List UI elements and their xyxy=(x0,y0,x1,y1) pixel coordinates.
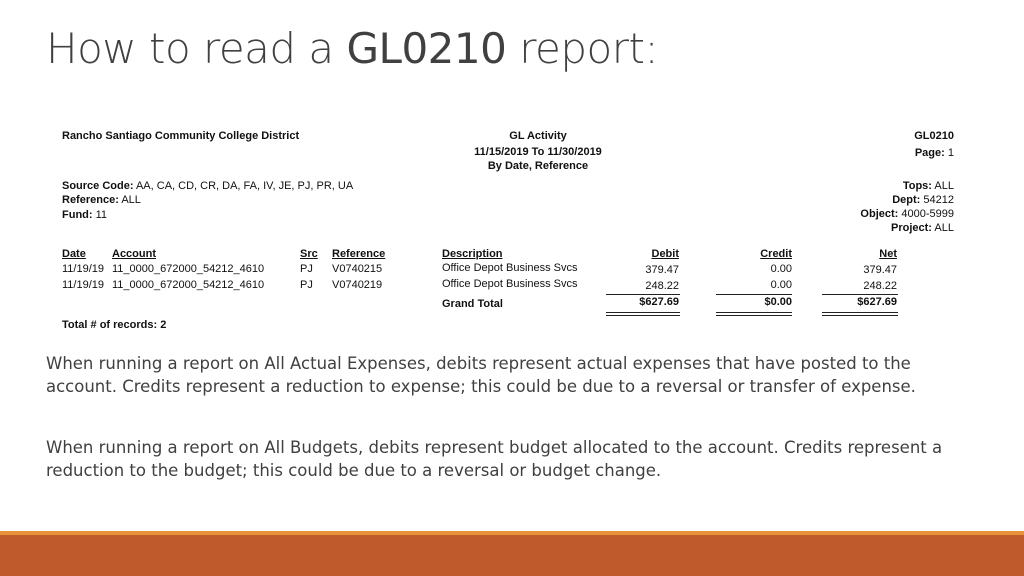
dept-label: Dept: xyxy=(892,194,921,206)
report-id: GL0210 xyxy=(914,130,954,142)
cell-src: PJ xyxy=(300,279,313,291)
cell-net: 248.22 xyxy=(863,280,897,292)
report-sort: By Date, Reference xyxy=(487,160,589,172)
col-header-debit: Debit xyxy=(651,248,680,260)
reference-label: Reference: xyxy=(62,194,119,206)
cell-date: 11/19/19 xyxy=(62,263,105,275)
title-suffix: report: xyxy=(506,24,659,73)
report-date-range: 11/15/2019 To 11/30/2019 xyxy=(474,146,602,158)
report-image: Rancho Santiago Community College Distri… xyxy=(62,130,954,331)
project-value: ALL xyxy=(934,222,954,234)
source-label: Source Code: xyxy=(62,180,134,192)
reference-value: ALL xyxy=(121,194,141,206)
cell-src: PJ xyxy=(300,263,313,275)
total-net: $627.69 xyxy=(857,296,897,308)
col-header-src: Src xyxy=(300,248,318,260)
cell-date: 11/19/19 xyxy=(62,279,105,291)
cell-account: 11_0000_672000_54212_4610 xyxy=(112,263,265,275)
paragraph-budgets: When running a report on All Budgets, de… xyxy=(46,438,943,480)
col-header-description: Description xyxy=(442,248,503,260)
footer-accent-line xyxy=(0,531,1024,535)
filter-project: Project: ALL xyxy=(804,222,954,235)
cell-description: Office Depot Business Svcs xyxy=(442,262,578,274)
filter-reference: Reference: ALL xyxy=(62,194,141,207)
total-credit: $0.00 xyxy=(764,296,792,308)
title-report-code: GL0210 xyxy=(346,24,507,73)
filter-source: Source Code: AA, CA, CD, CR, DA, FA, IV,… xyxy=(62,180,353,193)
total-rule-credit xyxy=(716,294,792,295)
cell-account: 11_0000_672000_54212_4610 xyxy=(112,279,265,291)
report-org: Rancho Santiago Community College Distri… xyxy=(62,130,300,142)
dept-value: 54212 xyxy=(923,194,954,206)
report-center-title: GL Activity xyxy=(509,130,567,142)
grand-total-label: Grand Total xyxy=(442,298,503,310)
filter-fund: Fund: 11 xyxy=(62,209,107,222)
total-rule-net xyxy=(822,294,898,295)
object-label: Object: xyxy=(860,208,899,220)
fund-value: 11 xyxy=(95,209,108,221)
filter-tops: Tops: ALL xyxy=(804,180,954,193)
double-rule-net xyxy=(822,312,898,316)
filter-object: Object: 4000-5999 xyxy=(804,208,954,221)
source-value: AA, CA, CD, CR, DA, FA, IV, JE, PJ, PR, … xyxy=(135,180,354,192)
cell-credit: 0.00 xyxy=(770,263,792,275)
col-header-date: Date xyxy=(62,248,86,260)
cell-description: Office Depot Business Svcs xyxy=(442,278,578,290)
cell-debit: 248.22 xyxy=(645,280,679,292)
col-header-credit: Credit xyxy=(760,248,792,260)
cell-credit: 0.00 xyxy=(770,279,792,291)
paragraph-actual-expenses: When running a report on All Actual Expe… xyxy=(46,354,916,396)
footer-accent-bar xyxy=(0,535,1024,576)
object-value: 4000-5999 xyxy=(901,208,954,220)
slide-title: How to read a GL0210 report: xyxy=(46,24,659,73)
total-rule-debit xyxy=(606,294,680,295)
col-header-reference: Reference xyxy=(332,248,386,260)
col-header-account: Account xyxy=(112,248,156,260)
page-value: 1 xyxy=(947,147,954,159)
page-label: Page: xyxy=(914,147,945,159)
records-total: Total # of records: 2 xyxy=(62,319,167,331)
col-header-net: Net xyxy=(879,248,897,260)
title-prefix: How to read a xyxy=(46,24,347,73)
cell-reference: V0740215 xyxy=(332,263,383,275)
filter-dept: Dept: 54212 xyxy=(804,194,954,207)
cell-debit: 379.47 xyxy=(645,264,679,276)
double-rule-debit xyxy=(606,312,680,316)
cell-net: 379.47 xyxy=(863,264,897,276)
project-label: Project: xyxy=(891,222,932,234)
total-debit: $627.69 xyxy=(639,296,679,308)
tops-value: ALL xyxy=(934,180,954,192)
fund-label: Fund: xyxy=(62,209,93,221)
tops-label: Tops: xyxy=(902,180,932,192)
report-page: Page: 1 xyxy=(854,147,954,160)
cell-reference: V0740219 xyxy=(332,279,383,291)
double-rule-credit xyxy=(716,312,792,316)
